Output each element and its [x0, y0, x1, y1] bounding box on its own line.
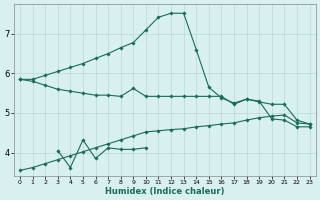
X-axis label: Humidex (Indice chaleur): Humidex (Indice chaleur) — [105, 187, 225, 196]
